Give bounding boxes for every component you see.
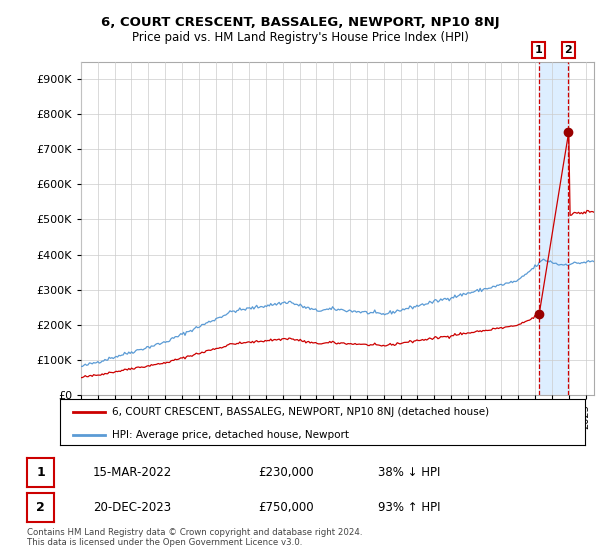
Text: 20-DEC-2023: 20-DEC-2023 bbox=[93, 501, 171, 514]
Text: Price paid vs. HM Land Registry's House Price Index (HPI): Price paid vs. HM Land Registry's House … bbox=[131, 31, 469, 44]
Text: 15-MAR-2022: 15-MAR-2022 bbox=[93, 466, 172, 479]
Text: HPI: Average price, detached house, Newport: HPI: Average price, detached house, Newp… bbox=[113, 430, 349, 440]
Text: 2: 2 bbox=[36, 501, 45, 514]
Text: Contains HM Land Registry data © Crown copyright and database right 2024.
This d: Contains HM Land Registry data © Crown c… bbox=[27, 528, 362, 547]
Text: 6, COURT CRESCENT, BASSALEG, NEWPORT, NP10 8NJ: 6, COURT CRESCENT, BASSALEG, NEWPORT, NP… bbox=[101, 16, 499, 29]
Text: 1: 1 bbox=[36, 466, 45, 479]
Text: 2: 2 bbox=[565, 45, 572, 55]
Text: £750,000: £750,000 bbox=[258, 501, 314, 514]
Text: 38% ↓ HPI: 38% ↓ HPI bbox=[378, 466, 440, 479]
Text: 1: 1 bbox=[535, 45, 542, 55]
Text: £230,000: £230,000 bbox=[258, 466, 314, 479]
Bar bbox=[539, 62, 568, 395]
Text: 93% ↑ HPI: 93% ↑ HPI bbox=[378, 501, 440, 514]
Text: 6, COURT CRESCENT, BASSALEG, NEWPORT, NP10 8NJ (detached house): 6, COURT CRESCENT, BASSALEG, NEWPORT, NP… bbox=[113, 407, 490, 417]
